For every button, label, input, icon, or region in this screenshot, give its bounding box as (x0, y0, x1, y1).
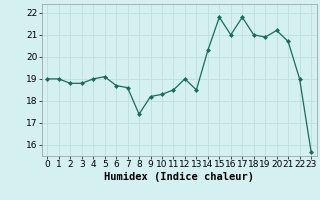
X-axis label: Humidex (Indice chaleur): Humidex (Indice chaleur) (104, 172, 254, 182)
